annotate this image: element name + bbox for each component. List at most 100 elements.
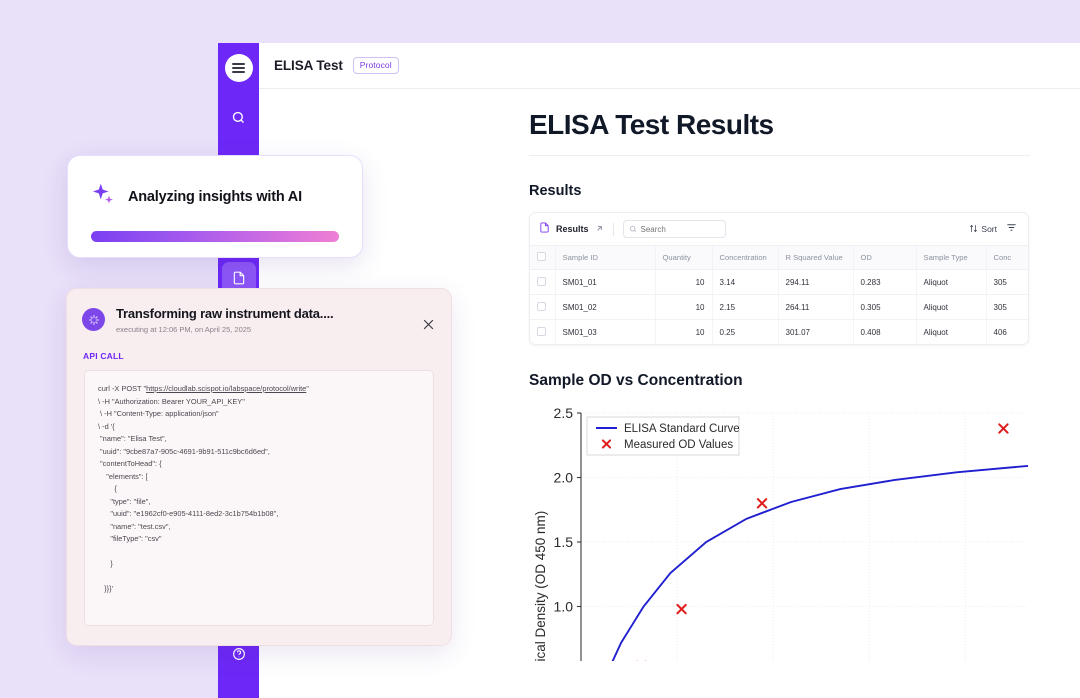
sort-label: Sort [981, 224, 997, 234]
ai-insights-card: Analyzing insights with AI [67, 155, 363, 258]
file-icon [539, 220, 550, 238]
y-axis-label: Optical Density (OD 450 nm) [533, 511, 548, 661]
cell-quantity: 10 [655, 319, 713, 344]
cell-od: 0.283 [853, 269, 917, 295]
row-checkbox[interactable] [537, 301, 546, 311]
code-line-prefix: curl -X POST " [98, 384, 147, 393]
table-toolbar: Results [530, 213, 1028, 246]
table-header-row: Sample ID Quantity Concentration R Squar… [530, 246, 1028, 270]
row-select-cell [530, 319, 556, 344]
status-badge: Protocol [352, 57, 399, 74]
spinner-icon [82, 308, 105, 331]
cell-sample-id: SM01_02 [555, 294, 656, 320]
col-quantity: Quantity [655, 246, 713, 270]
table-row[interactable]: SM01_01 10 3.14 294.11 0.283 Aliquot 305 [530, 269, 1028, 295]
cell-conc-2: 406 [986, 319, 1028, 344]
cell-sample-id: SM01_03 [555, 319, 656, 344]
standard-curve-line [611, 464, 1029, 661]
api-code-block: curl -X POST "https://cloudlab.scispot.i… [84, 370, 434, 626]
search-icon [231, 110, 246, 125]
cell-sample-type: Aliquot [916, 294, 987, 320]
cell-sample-id: SM01_01 [555, 269, 656, 295]
topbar: ELISA Test Protocol [259, 43, 1080, 89]
ai-status-text: Analyzing insights with AI [128, 189, 302, 205]
cell-sample-type: Aliquot [916, 319, 987, 344]
chart-canvas: 1.0 1.5 2.0 2.5 Optical Density (OD 450 nm) E… [533, 405, 1029, 661]
results-table-card: Results [529, 212, 1029, 345]
filter-icon[interactable] [1006, 220, 1017, 238]
row-select-cell [530, 294, 556, 320]
table-row[interactable]: SM01_03 10 0.25 301.07 0.408 Aliquot 406 [530, 319, 1028, 344]
chart-section-label: Sample OD vs Concentration [529, 372, 743, 389]
cell-sample-type: Aliquot [916, 269, 987, 295]
page-title: ELISA Test [274, 58, 343, 73]
row-checkbox[interactable] [537, 276, 546, 286]
main-content: ELISA Test Results Results Results [259, 89, 1080, 698]
col-r-squared: R Squared Value [778, 246, 854, 270]
cell-od: 0.408 [853, 319, 917, 344]
sidebar-item-help[interactable] [222, 638, 256, 670]
search-input-wrap[interactable] [622, 220, 726, 238]
help-circle-icon [232, 647, 246, 661]
col-select-all [530, 246, 556, 270]
sidebar-item-search[interactable] [222, 101, 256, 133]
table-row[interactable]: SM01_02 10 2.15 264.11 0.305 Aliquot 305 [530, 294, 1028, 320]
table-body: SM01_01 10 3.14 294.11 0.283 Aliquot 305… [530, 269, 1028, 344]
col-sample-id: Sample ID [555, 246, 656, 270]
api-card-subtitle: executing at 12:06 PM, on April 25, 2025 [116, 325, 252, 334]
y-axis-tick-label: 1.5 [554, 534, 574, 550]
chart-legend [586, 416, 740, 456]
close-icon[interactable] [421, 317, 436, 332]
od-concentration-chart: 1.0 1.5 2.0 2.5 Optical Density (OD 450 nm) E… [529, 401, 1030, 661]
table-name: Results [556, 224, 589, 234]
measured-od-point [676, 603, 687, 615]
row-select-cell [530, 269, 556, 295]
legend-label-points: Measured OD Values [624, 439, 733, 451]
select-all-checkbox[interactable] [537, 252, 546, 261]
sort-button[interactable]: Sort [969, 224, 997, 235]
cell-concentration: 2.15 [712, 294, 779, 320]
sparkle-icon [91, 182, 116, 212]
measured-od-point [756, 498, 768, 509]
external-link-icon[interactable] [595, 220, 604, 238]
api-card-title: Transforming raw instrument data.... [116, 306, 334, 321]
cell-r-squared: 294.11 [778, 269, 854, 295]
cell-r-squared: 301.07 [778, 319, 854, 344]
results-table: Sample ID Quantity Concentration R Squar… [530, 246, 1028, 344]
y-axis-tick-label: 1.0 [554, 599, 574, 615]
api-endpoint-url[interactable]: https://cloudlab.scispot.io/labspace/pro… [146, 384, 307, 393]
ai-progress-bar [91, 231, 339, 242]
cell-quantity: 10 [655, 294, 713, 320]
results-section-label: Results [529, 183, 582, 199]
cell-concentration: 3.14 [712, 269, 779, 295]
cell-od: 0.305 [853, 294, 917, 320]
cell-concentration: 0.25 [712, 319, 779, 344]
search-input[interactable] [640, 224, 720, 234]
row-checkbox[interactable] [537, 326, 546, 336]
col-od: OD [853, 246, 917, 270]
api-code-text: curl -X POST "https://cloudlab.scispot.i… [98, 383, 420, 596]
col-sample-type: Sample Type [916, 246, 987, 270]
col-concentration: Concentration [712, 246, 779, 270]
y-axis-tick-label: 2.0 [554, 470, 574, 486]
search-icon [629, 220, 637, 238]
cell-quantity: 10 [655, 269, 713, 295]
toolbar-divider [612, 222, 614, 236]
cell-conc-2: 305 [986, 294, 1028, 320]
api-call-label: API CALL [83, 351, 124, 361]
results-heading: ELISA Test Results [529, 109, 774, 140]
title-divider [529, 155, 1030, 156]
code-body: \ -H "Authorization: Bearer YOUR_API_KEY… [98, 396, 279, 594]
cell-r-squared: 264.11 [778, 294, 854, 320]
sort-arrows-icon [969, 224, 978, 235]
col-conc-2: Conc [986, 246, 1028, 270]
cell-conc-2: 305 [986, 269, 1028, 295]
legend-label-curve: ELISA Standard Curve [624, 423, 740, 435]
hamburger-icon[interactable] [224, 54, 253, 82]
api-call-card: Transforming raw instrument data.... exe… [66, 288, 452, 646]
y-axis-tick-label: 2.5 [554, 405, 574, 421]
measured-od-point [998, 423, 1009, 434]
code-line-suffix: " [306, 384, 309, 393]
document-icon [232, 271, 246, 285]
